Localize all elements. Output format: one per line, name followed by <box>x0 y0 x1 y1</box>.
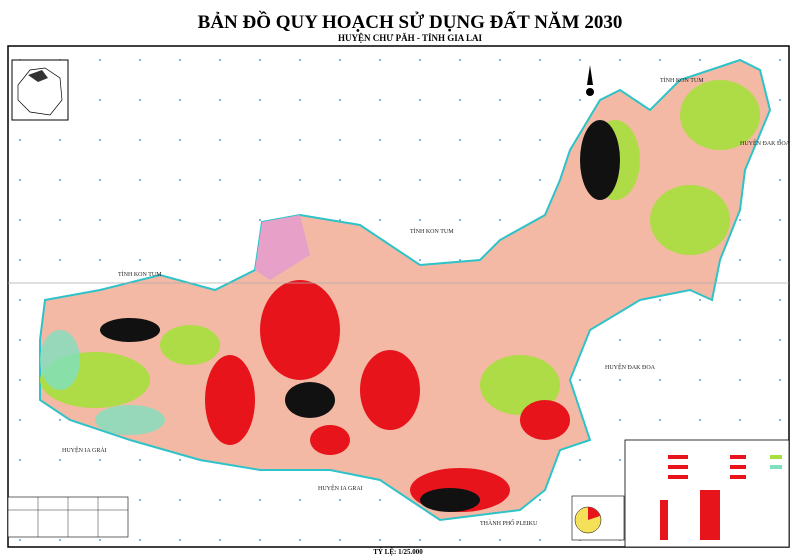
info-table <box>7 496 129 538</box>
region-label: TỈNH KON TUM <box>660 76 704 84</box>
inset-map <box>11 59 69 121</box>
red-zones <box>205 280 570 512</box>
pie-inset <box>571 495 625 541</box>
region-label: HUYỆN IA GRAI <box>318 484 363 492</box>
region-label: THÀNH PHỐ PLEIKU <box>480 519 538 527</box>
north-arrow <box>586 65 594 96</box>
cyan-zones <box>40 330 165 435</box>
urban-zones <box>100 120 620 512</box>
region-label: TỈNH KON TUM <box>410 227 454 235</box>
region-label: HUYỆN ĐAK ĐOA <box>740 139 791 147</box>
scale-label: TỶ LỆ: 1/25.000 <box>373 548 423 556</box>
region-label: TỈNH KON TUM <box>118 270 162 278</box>
subtitle: HUYỆN CHƯ PĂH - TỈNH GIA LAI <box>338 33 483 43</box>
region-label: HUYỆN ĐAK ĐOA <box>605 363 656 371</box>
region-label: HUYỆN IA GRẢI <box>62 446 107 454</box>
legend <box>624 439 790 548</box>
pink-zone <box>255 215 310 280</box>
title: BẢN ĐỒ QUY HOẠCH SỬ DỤNG ĐẤT NĂM 2030 <box>198 11 623 33</box>
district-map <box>8 58 789 522</box>
